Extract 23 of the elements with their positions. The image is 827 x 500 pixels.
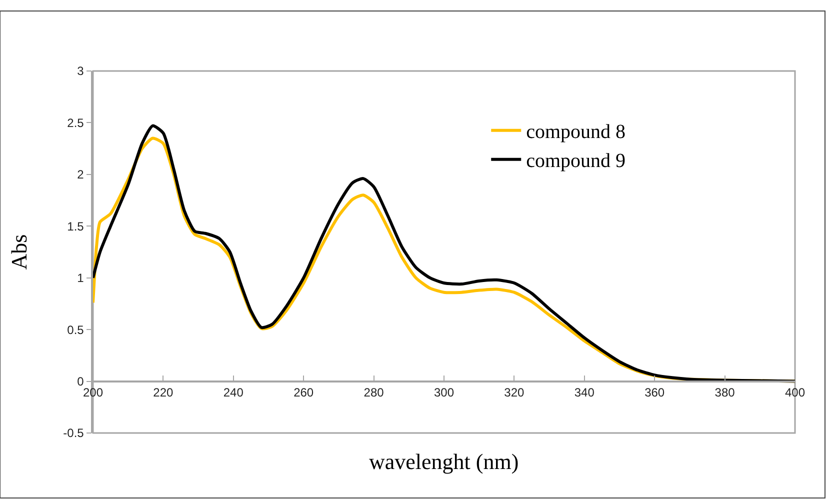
x-tick-label: 240 <box>223 385 244 400</box>
x-tick-label: 360 <box>644 385 665 400</box>
y-tick-label: 0 <box>77 374 84 388</box>
y-axis-title: Abs <box>6 234 32 270</box>
x-tick-label: 300 <box>434 385 454 400</box>
y-tick-label: 3 <box>77 64 84 78</box>
x-tick-label: 340 <box>574 385 595 400</box>
x-axis-title: wavelenght (nm) <box>369 449 519 474</box>
y-tick-label: 0.5 <box>67 322 84 337</box>
x-tick-label: 200 <box>82 385 104 400</box>
y-tick-label: 1 <box>77 271 84 286</box>
x-tick-label: 400 <box>784 385 806 400</box>
x-tick-label: 380 <box>714 385 736 400</box>
y-tick-label: 2 <box>77 168 84 182</box>
y-tick-label: -0.5 <box>63 426 84 440</box>
x-tick-label: 320 <box>504 385 525 400</box>
x-tick-label: 220 <box>153 385 174 400</box>
legend-label: compound 8 <box>526 121 626 144</box>
y-tick-label: 2.5 <box>67 116 84 130</box>
legend-label: compound 9 <box>526 150 626 172</box>
x-tick-label: 260 <box>294 385 314 400</box>
x-tick-label: 280 <box>364 385 384 400</box>
y-tick-label: 1.5 <box>67 219 84 234</box>
